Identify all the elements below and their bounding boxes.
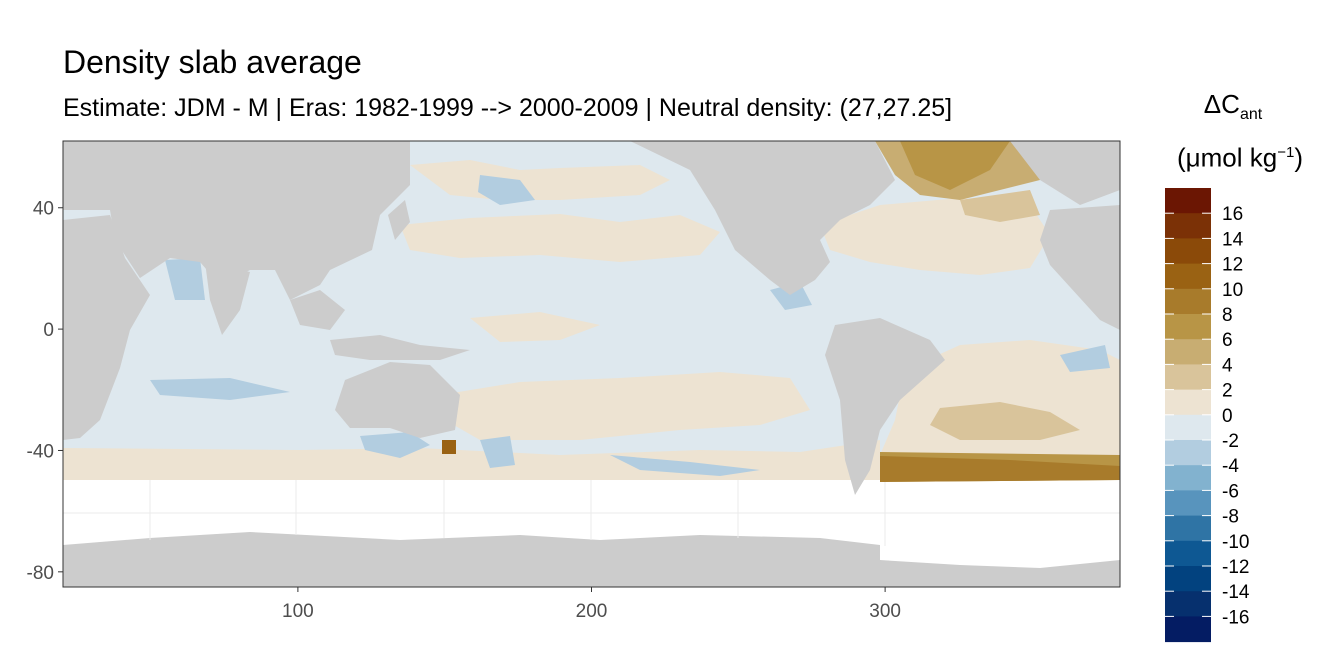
legend-swatch: [1165, 389, 1211, 416]
south-pacific-cold-band: [610, 455, 760, 476]
north-pacific-warm-layer-2: [410, 160, 670, 200]
legend-label: 4: [1222, 355, 1233, 376]
tasmania-hotspot: [442, 440, 456, 454]
land-europe: [1040, 205, 1120, 330]
x-axis: 100 200 300: [282, 587, 901, 622]
legend-swatch: [1165, 263, 1211, 290]
legend-swatch: [1165, 414, 1211, 441]
legend-label: -16: [1222, 607, 1249, 628]
land-australia: [335, 362, 460, 438]
indian-ocean-cold-patch: [150, 378, 290, 400]
y-tick-label: -80: [27, 563, 54, 584]
land-eurasia: [63, 141, 410, 300]
legend-swatch: [1165, 314, 1211, 340]
east-pacific-cold-patch: [770, 282, 812, 310]
tropical-pacific-warm-patch: [470, 312, 600, 342]
south-pacific-warm-layer: [440, 372, 810, 440]
legend-labels: 16 14 12 10 8 6 4 2 0 -2 -4 -6 -8 -10 -12 -14 -16: [1165, 204, 1250, 628]
y-tick-label: 40: [33, 199, 54, 220]
south-atlantic-mid-patch: [930, 402, 1080, 440]
map-subtitle: Estimate: JDM - M | Eras: 1982-1999 --> …: [63, 94, 953, 122]
legend-swatch: [1165, 440, 1211, 466]
arabian-cold-patch: [165, 258, 205, 300]
x-tick-label: 300: [869, 601, 901, 622]
legend-label: -4: [1222, 456, 1239, 477]
land-japan: [388, 200, 410, 240]
land-north-america: [630, 141, 895, 295]
legend-swatch: [1165, 566, 1211, 592]
south-atlantic-strong-core: [880, 456, 1120, 482]
legend-label: 8: [1222, 305, 1233, 326]
legend-label: 12: [1222, 255, 1243, 276]
legend-label: 10: [1222, 280, 1243, 301]
land-africa: [63, 215, 150, 440]
panel-grid: [63, 480, 1120, 546]
legend-colorbar: [1165, 188, 1211, 643]
legend-swatch: [1165, 238, 1211, 265]
legend-swatch: [1165, 339, 1211, 365]
legend-unit: (μmol kg−1): [1177, 142, 1303, 173]
legend-swatch: [1165, 213, 1211, 239]
legend-swatch: [1165, 540, 1211, 567]
north-atlantic-high-ring: [960, 190, 1040, 222]
nz-cold-patch: [480, 436, 515, 468]
legend-label: -14: [1222, 582, 1250, 603]
land-india: [205, 262, 250, 335]
y-tick-label: 0: [43, 320, 54, 341]
legend-label: 16: [1222, 204, 1243, 225]
legend-swatch: [1165, 364, 1211, 391]
legend-swatch: [1165, 188, 1211, 214]
map-layers: [63, 141, 1120, 587]
y-tick-label: -40: [27, 441, 54, 462]
legend-label: -8: [1222, 507, 1239, 528]
legend-swatch: [1165, 591, 1211, 617]
legend-label: 2: [1222, 381, 1233, 402]
land-antarctica: [63, 532, 1120, 587]
legend-swatch: [1165, 465, 1211, 491]
australia-cold-patch: [360, 432, 430, 458]
north-atlantic-high-core: [900, 141, 1010, 190]
legend-label: -10: [1222, 532, 1249, 553]
x-tick-label: 100: [282, 601, 314, 622]
land-south-america: [825, 318, 945, 495]
land-se-asia: [290, 290, 345, 330]
legend-title: ΔCant: [1203, 89, 1263, 124]
x-tick-label: 200: [576, 601, 608, 622]
land-indonesia: [330, 335, 470, 360]
map-title: Density slab average: [63, 44, 362, 80]
south-atlantic-cold-strip: [1060, 345, 1110, 372]
y-axis: 40 0 -40 -80: [27, 199, 63, 584]
north-pacific-cold-patch: [478, 175, 535, 205]
land-greenland: [1010, 141, 1120, 205]
north-pacific-warm-layer: [400, 214, 720, 262]
legend-label: -12: [1222, 557, 1249, 578]
legend-label: -2: [1222, 431, 1239, 452]
legend-swatch: [1165, 515, 1211, 542]
land-masses: [63, 141, 1120, 587]
legend-label: 0: [1222, 406, 1233, 427]
legend-swatch: [1165, 616, 1211, 643]
legend-swatch: [1165, 288, 1211, 315]
legend-label: 6: [1222, 330, 1233, 351]
legend-swatch: [1165, 490, 1211, 517]
legend-label: 14: [1222, 229, 1244, 250]
legend-label: -6: [1222, 481, 1239, 502]
